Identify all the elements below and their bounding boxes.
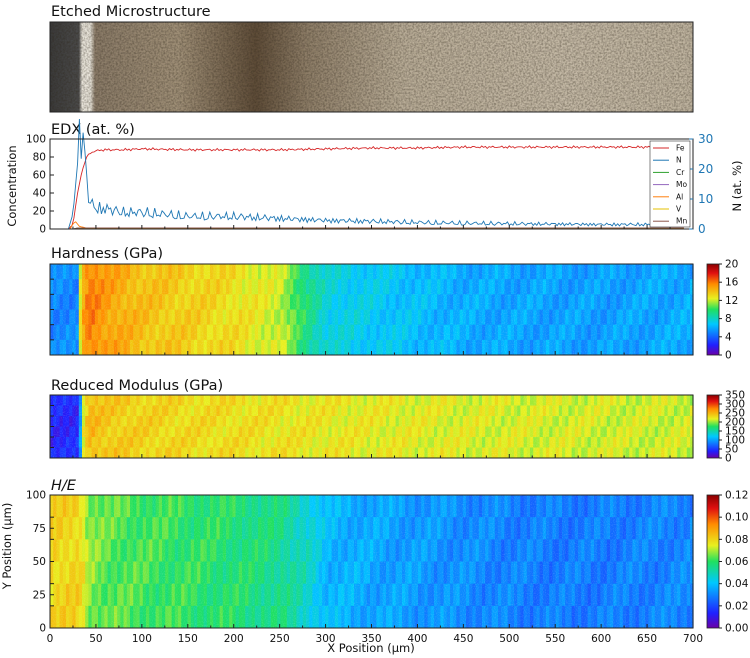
edx-y2label: N (at. %) bbox=[730, 160, 744, 211]
legend-label-Cr: Cr bbox=[676, 168, 685, 177]
x-tick-label: 50 bbox=[89, 633, 102, 645]
edx-ytick-label: 20 bbox=[33, 206, 46, 218]
edx-y2tick-label: 10 bbox=[698, 192, 713, 206]
edx-ytick-label: 0 bbox=[39, 224, 46, 236]
edx-ytick-label: 60 bbox=[33, 170, 46, 182]
colorbar-tick-label: 0.10 bbox=[725, 512, 748, 524]
x-tick-label: 250 bbox=[270, 633, 290, 645]
edx-series-Fe bbox=[50, 145, 685, 230]
colorbar-tick-label: 20 bbox=[725, 259, 738, 271]
he-ytick-label: 100 bbox=[26, 490, 46, 502]
colorbar bbox=[706, 263, 720, 356]
colorbar-tick-label: 0.06 bbox=[725, 556, 749, 568]
colorbar-tick-label: 16 bbox=[725, 277, 739, 289]
he-ylabel: Y Position (µm) bbox=[0, 503, 14, 591]
colorbar-tick-label: 300 bbox=[725, 399, 745, 411]
colorbar-tick-label: 0.12 bbox=[725, 490, 748, 502]
colorbar-tick-label: 0 bbox=[725, 350, 732, 362]
colorbar-tick-label: 0.08 bbox=[725, 534, 748, 546]
edx-axes: 0 20 40 60 80 100 0 10 20 30 Fe N Cr Mo Al V Mn bbox=[26, 118, 713, 236]
colorbar-tick-label: 350 bbox=[725, 390, 745, 402]
legend-label-V: V bbox=[676, 205, 682, 214]
x-tick-label: 0 bbox=[47, 633, 54, 645]
x-axis-label: X Position (µm) bbox=[327, 641, 414, 655]
edx-y2tick-label: 20 bbox=[698, 162, 713, 176]
colorbar-tick-label: 50 bbox=[725, 444, 738, 456]
heat-texture bbox=[50, 264, 693, 355]
he-ytick-label: 25 bbox=[33, 589, 46, 601]
legend-label-Mo: Mo bbox=[676, 180, 687, 189]
colorbar-tick-label: 250 bbox=[725, 408, 745, 420]
x-tick-label: 550 bbox=[545, 633, 565, 645]
colorbar-tick-label: 12 bbox=[725, 295, 738, 307]
colorbar-tick-label: 0.02 bbox=[725, 600, 748, 612]
colorbar-tick-label: 0 bbox=[725, 453, 732, 465]
edx-ylabel: Concentration bbox=[5, 145, 19, 226]
he-ytick-label: 75 bbox=[33, 523, 46, 535]
x-tick-label: 300 bbox=[316, 633, 336, 645]
edx-y2tick-label: 0 bbox=[698, 222, 706, 236]
colorbar-tick-label: 0.04 bbox=[725, 578, 749, 590]
micro-image bbox=[49, 21, 694, 113]
he-map: 0.00 0.02 0.04 0.06 0.08 0.10 0.12 0 25 50 75 100 0 5… bbox=[26, 490, 749, 646]
colorbar-tick-label: 100 bbox=[725, 435, 745, 447]
colorbar bbox=[706, 494, 720, 629]
edx-plot-area bbox=[50, 139, 693, 229]
he-ytick-label: 50 bbox=[33, 556, 46, 568]
x-tick-label: 650 bbox=[637, 633, 657, 645]
edx-legend: Fe N Cr Mo Al V Mn bbox=[649, 140, 691, 228]
edx-y2tick-label: 30 bbox=[698, 132, 713, 146]
hardness-title: Hardness (GPa) bbox=[51, 246, 163, 262]
x-tick-label: 200 bbox=[224, 633, 244, 645]
colorbar bbox=[706, 394, 720, 459]
colorbar-tick-label: 4 bbox=[725, 331, 732, 343]
heat-texture bbox=[50, 495, 693, 628]
x-tick-label: 500 bbox=[499, 633, 519, 645]
edx-series-N bbox=[50, 118, 685, 230]
edx-ytick-label: 40 bbox=[33, 188, 46, 200]
micro-title: Etched Microstructure bbox=[51, 4, 211, 20]
legend-label-N: N bbox=[676, 156, 682, 165]
edx-ytick-label: 100 bbox=[26, 134, 46, 146]
x-tick-label: 700 bbox=[683, 633, 703, 645]
legend-label-Mn: Mn bbox=[676, 217, 687, 226]
colorbar-tick-label: 8 bbox=[725, 313, 732, 325]
colorbar-tick-label: 200 bbox=[725, 417, 745, 429]
modulus-title: Reduced Modulus (GPa) bbox=[51, 378, 223, 394]
he-title: H/E bbox=[51, 478, 77, 494]
legend-label-Fe: Fe bbox=[676, 144, 685, 153]
x-tick-label: 350 bbox=[361, 633, 381, 645]
x-tick-label: 100 bbox=[132, 633, 152, 645]
x-tick-label: 400 bbox=[407, 633, 427, 645]
hardness-map: 0 4 8 12 16 20 bbox=[49, 259, 739, 362]
x-tick-label: 600 bbox=[591, 633, 611, 645]
heat-texture bbox=[50, 395, 693, 458]
colorbar-tick-label: 0.00 bbox=[725, 623, 748, 635]
x-tick-label: 450 bbox=[453, 633, 473, 645]
x-tick-label: 150 bbox=[178, 633, 198, 645]
legend-label-Al: Al bbox=[676, 192, 683, 201]
edx-title: EDX (at. %) bbox=[51, 122, 135, 138]
edx-ytick-label: 80 bbox=[33, 152, 46, 164]
edx-legend-box bbox=[649, 140, 691, 228]
colorbar-tick-label: 150 bbox=[725, 426, 745, 438]
he-ytick-label: 0 bbox=[39, 623, 46, 635]
